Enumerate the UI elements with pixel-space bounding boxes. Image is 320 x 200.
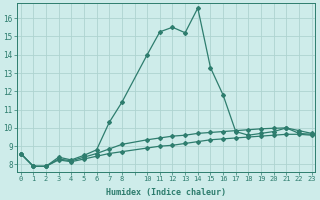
X-axis label: Humidex (Indice chaleur): Humidex (Indice chaleur) <box>106 188 226 197</box>
